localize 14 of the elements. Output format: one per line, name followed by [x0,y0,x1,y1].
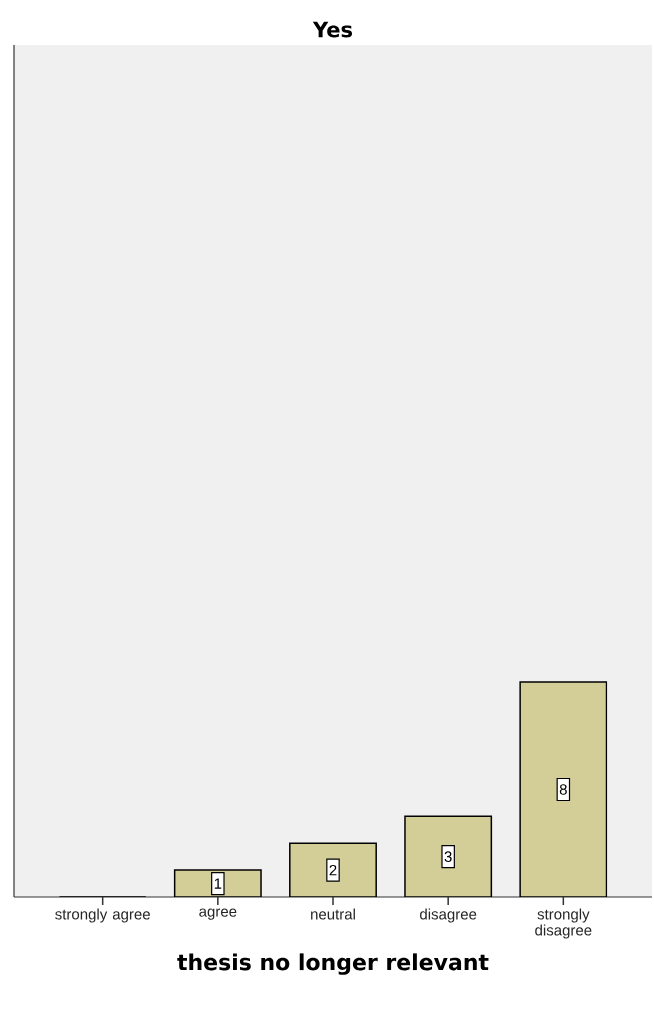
chart-title: Yes [312,21,353,38]
data-label: 1 [214,878,222,889]
x-tick-label: agree [199,908,237,920]
x-tick-label: strongly agree [55,908,150,923]
data-label: 3 [444,851,452,862]
x-tick-label: strongly disagree [535,908,592,939]
bar [289,842,377,897]
data-label: 8 [559,784,567,795]
x-axis-title: thesis no longer relevant [177,953,489,975]
bar [404,815,493,897]
x-tick-label: disagree [420,908,477,923]
bar [519,681,608,897]
x-tick-label: neutral [311,908,355,920]
data-label: 2 [329,864,337,876]
